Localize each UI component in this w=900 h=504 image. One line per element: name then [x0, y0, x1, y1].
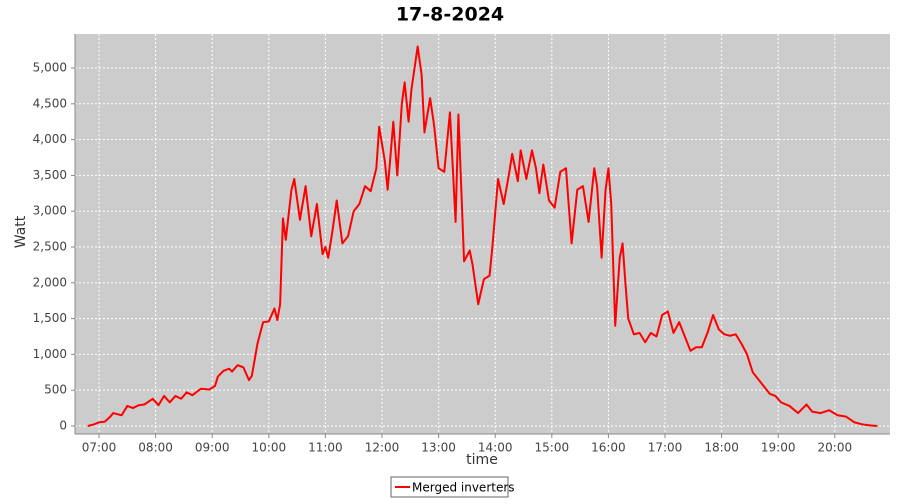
x-tick-label: 17:00 — [648, 441, 683, 455]
y-axis-label: Watt — [13, 215, 29, 248]
x-tick-label: 11:00 — [308, 441, 343, 455]
x-tick-label: 12:00 — [365, 441, 400, 455]
y-tick-label: 5,000 — [33, 61, 67, 75]
x-tick-label: 14:00 — [478, 441, 513, 455]
line-series — [87, 45, 878, 427]
x-tick-label: 13:00 — [421, 441, 456, 455]
x-tick-label: 07:00 — [82, 441, 117, 455]
y-tick-label: 4,500 — [33, 96, 67, 110]
x-tick-label: 16:00 — [591, 441, 626, 455]
x-tick-label: 08:00 — [138, 441, 173, 455]
y-tick-label: 500 — [44, 383, 67, 397]
x-tick-label: 18:00 — [704, 441, 739, 455]
y-tick-label: 1,500 — [33, 311, 67, 325]
x-tick-label: 10:00 — [252, 441, 287, 455]
y-tick-label: 3,500 — [33, 168, 67, 182]
legend-label: Merged inverters — [412, 481, 515, 495]
plot-area — [75, 34, 890, 434]
x-axis-label: time — [466, 452, 498, 468]
x-tick-label: 15:00 — [535, 441, 570, 455]
chart-title: 17-8-2024 — [396, 4, 504, 26]
y-tick-label: 1,000 — [33, 347, 67, 361]
y-tick-label: 3,000 — [33, 204, 67, 218]
y-tick-label: 4,000 — [33, 132, 67, 146]
x-tick-label: 09:00 — [195, 441, 230, 455]
x-tick-label: 19:00 — [761, 441, 796, 455]
y-tick-label: 2,500 — [33, 239, 67, 253]
x-tick-label: 20:00 — [818, 441, 853, 455]
legend — [390, 476, 509, 498]
y-tick-label: 0 — [59, 418, 67, 432]
y-tick-label: 2,000 — [33, 275, 67, 289]
